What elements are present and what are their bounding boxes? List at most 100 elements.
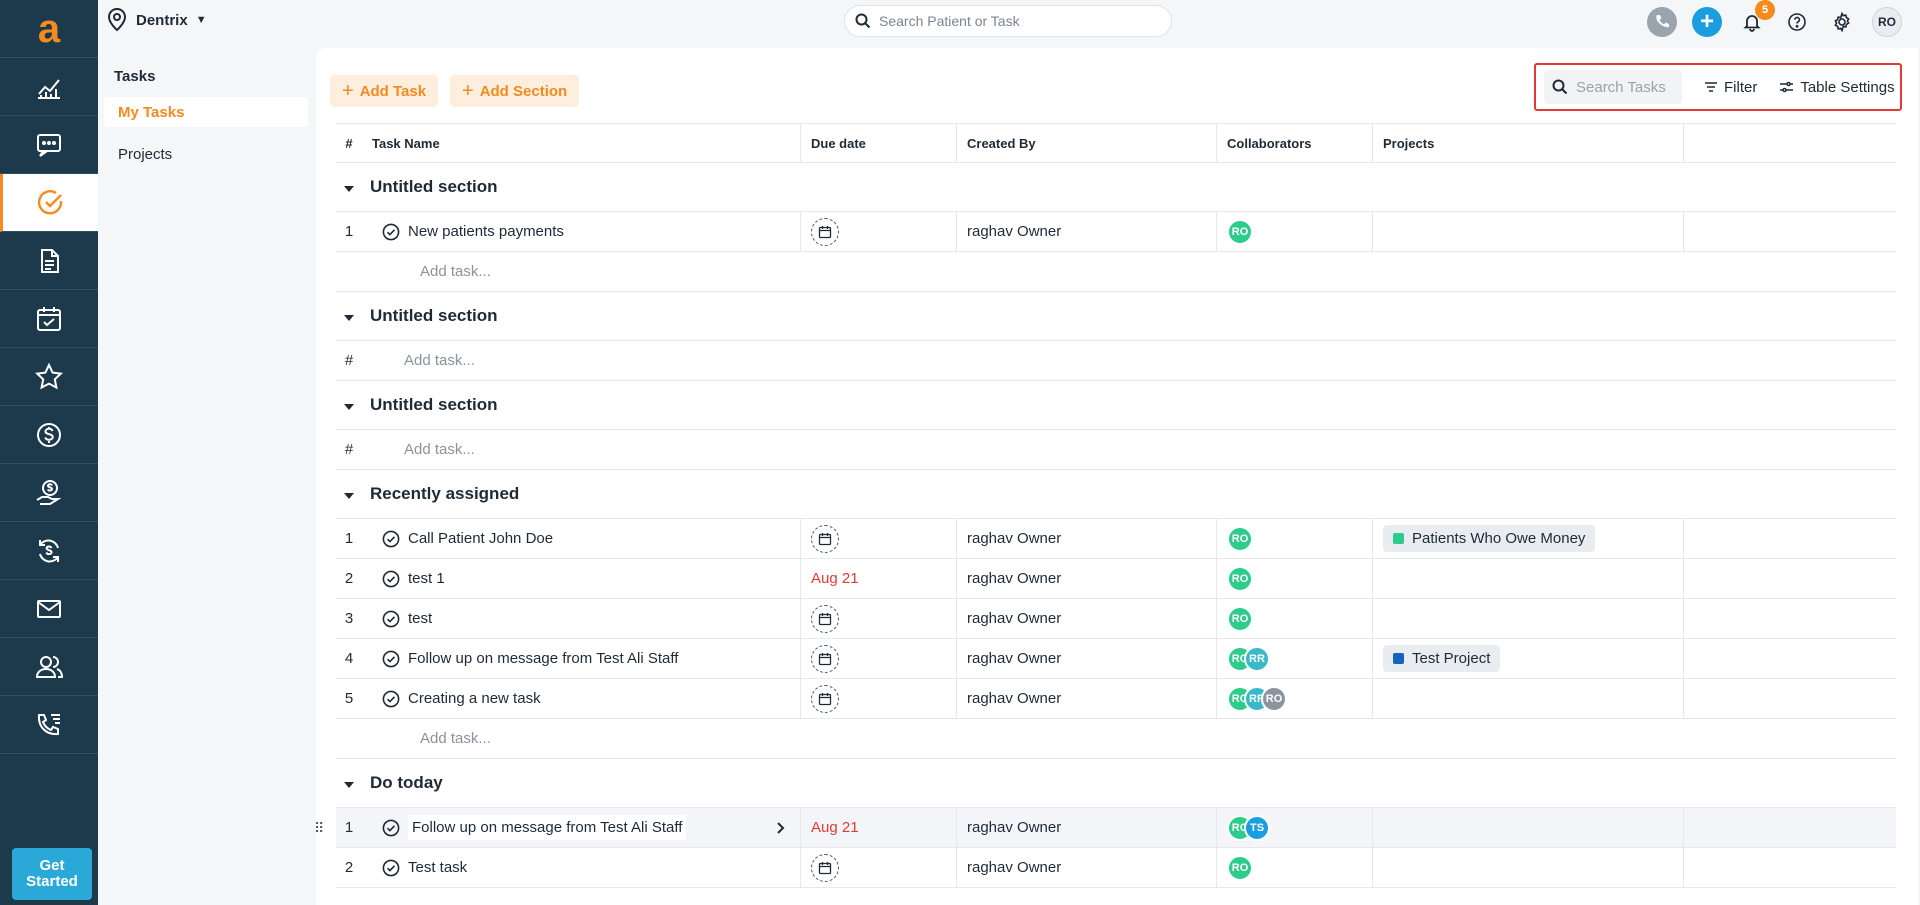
due-date-cell[interactable] <box>801 848 957 887</box>
create-button[interactable]: + <box>1692 7 1722 37</box>
drag-handle-icon[interactable]: ⠿ <box>314 820 325 836</box>
nav-analytics[interactable] <box>0 58 98 116</box>
section-header[interactable]: Untitled section <box>336 292 1896 341</box>
complete-check-icon[interactable] <box>382 610 400 628</box>
task-name-cell[interactable]: Follow up on message from Test Ali Staff <box>362 808 801 847</box>
get-started-button[interactable]: Get Started <box>12 848 92 900</box>
nav-patients[interactable] <box>0 638 98 696</box>
add-task-button[interactable]: + Add Task <box>330 75 439 107</box>
complete-check-icon[interactable] <box>382 650 400 668</box>
projects-cell[interactable]: Patients Who Owe Money <box>1373 519 1684 558</box>
task-name[interactable]: New patients payments <box>408 223 564 240</box>
complete-check-icon[interactable] <box>382 690 400 708</box>
task-name-cell[interactable]: Call Patient John Doe <box>362 519 801 558</box>
phone-button[interactable] <box>1647 7 1677 37</box>
global-search-input[interactable] <box>879 13 1149 29</box>
projects-cell[interactable]: Test Project <box>1373 639 1684 678</box>
col-name-header[interactable]: Task Name <box>362 124 801 162</box>
set-due-date-button[interactable] <box>811 524 839 553</box>
set-due-date-button[interactable] <box>811 217 839 246</box>
due-date-cell[interactable]: Aug 21 <box>801 808 957 847</box>
due-date-cell[interactable] <box>801 679 957 718</box>
section-toggle[interactable]: Untitled section <box>336 395 498 415</box>
collaborators-cell[interactable]: RO <box>1217 519 1373 558</box>
projects-cell[interactable] <box>1373 679 1684 718</box>
task-name-cell[interactable]: test <box>362 599 801 638</box>
add-task-inline[interactable]: Add task... <box>420 263 491 280</box>
collaborator-avatar[interactable]: RO <box>1227 565 1253 592</box>
settings-button[interactable] <box>1827 7 1857 37</box>
add-task-inline[interactable]: Add task... <box>404 441 475 458</box>
section-header[interactable]: Untitled section <box>336 163 1896 212</box>
task-name-cell[interactable]: test 1 <box>362 559 801 598</box>
task-name-cell[interactable]: Follow up on message from Test Ali Staff <box>362 639 801 678</box>
user-avatar[interactable]: RO <box>1872 7 1902 37</box>
task-name-cell[interactable]: Test task <box>362 848 801 887</box>
table-row[interactable]: 5 Creating a new task raghav Owner RO RR RO <box>336 679 1896 719</box>
chevron-right-icon[interactable] <box>776 821 786 835</box>
section-header[interactable]: Untitled section <box>336 381 1896 430</box>
add-task-inline[interactable]: Add task... <box>404 352 475 369</box>
due-date[interactable]: Aug 21 <box>811 819 859 836</box>
due-date-cell[interactable] <box>801 639 957 678</box>
task-name-cell[interactable]: New patients payments <box>362 212 801 251</box>
table-row[interactable]: 3 test raghav Owner RO <box>336 599 1896 639</box>
section-toggle[interactable]: Do today <box>336 773 443 793</box>
collaborators-cell[interactable]: RO RR RO <box>1217 679 1373 718</box>
section-toggle[interactable]: Untitled section <box>336 306 498 326</box>
subnav-item-my-tasks[interactable]: My Tasks <box>104 97 308 127</box>
nav-financing[interactable] <box>0 464 98 522</box>
table-row[interactable]: ⠿ 1 Follow up on message from Test Ali Sta… <box>314 808 1896 848</box>
help-button[interactable] <box>1782 7 1812 37</box>
location-selector[interactable]: Dentrix ▼ <box>106 8 207 32</box>
add-task-row[interactable]: # Add task... <box>336 430 1896 470</box>
task-search[interactable] <box>1544 70 1682 104</box>
col-collab-header[interactable]: Collaborators <box>1217 124 1373 162</box>
nav-chat[interactable] <box>0 116 98 174</box>
notifications-button[interactable]: 5 <box>1737 0 1775 37</box>
task-name[interactable]: Follow up on message from Test Ali Staff <box>408 815 687 840</box>
complete-check-icon[interactable] <box>382 530 400 548</box>
project-chip[interactable]: Patients Who Owe Money <box>1383 525 1596 552</box>
app-logo[interactable]: a <box>0 0 98 58</box>
table-row[interactable]: 1 Call Patient John Doe raghav Owner RO Pati… <box>336 519 1896 559</box>
add-task-inline[interactable]: Add task... <box>420 730 491 747</box>
due-date-cell[interactable]: Aug 21 <box>801 559 957 598</box>
section-toggle[interactable]: Untitled section <box>336 177 498 197</box>
projects-cell[interactable] <box>1373 808 1684 847</box>
nav-call-log[interactable] <box>0 696 98 754</box>
collaborators-cell[interactable]: RO <box>1217 559 1373 598</box>
due-date-cell[interactable] <box>801 212 957 251</box>
set-due-date-button[interactable] <box>811 684 839 713</box>
section-header[interactable]: Recently assigned <box>336 470 1896 519</box>
nav-documents[interactable] <box>0 232 98 290</box>
complete-check-icon[interactable] <box>382 223 400 241</box>
section-header[interactable]: Do today <box>336 759 1896 808</box>
set-due-date-button[interactable] <box>811 604 839 633</box>
collaborators-cell[interactable]: RO TS <box>1217 808 1373 847</box>
col-projects-header[interactable]: Projects <box>1373 124 1684 162</box>
nav-tasks[interactable] <box>0 174 98 232</box>
section-toggle[interactable]: Recently assigned <box>336 484 519 504</box>
collaborator-avatar[interactable]: TS <box>1244 814 1270 841</box>
task-name[interactable]: Test task <box>408 859 468 876</box>
subnav-item-projects[interactable]: Projects <box>118 145 173 163</box>
table-row[interactable]: 2 test 1 Aug 21 raghav Owner RO <box>336 559 1896 599</box>
add-task-row[interactable]: Add task... <box>336 719 1896 759</box>
collaborators-cell[interactable]: RO <box>1217 212 1373 251</box>
add-task-row[interactable]: # Add task... <box>336 341 1896 381</box>
projects-cell[interactable] <box>1373 212 1684 251</box>
global-search[interactable] <box>844 5 1172 37</box>
col-due-header[interactable]: Due date <box>801 124 957 162</box>
complete-check-icon[interactable] <box>382 819 400 837</box>
complete-check-icon[interactable] <box>382 570 400 588</box>
collaborator-avatar[interactable]: RO <box>1261 685 1287 712</box>
collaborator-avatar[interactable]: RO <box>1227 854 1253 881</box>
table-row[interactable]: 2 Test task raghav Owner RO <box>336 848 1896 888</box>
filter-button[interactable]: Filter <box>1704 79 1757 96</box>
task-name[interactable]: test <box>408 610 433 627</box>
task-name[interactable]: Creating a new task <box>408 690 541 707</box>
nav-mail[interactable] <box>0 580 98 638</box>
col-created-header[interactable]: Created By <box>957 124 1217 162</box>
collaborators-cell[interactable]: RO <box>1217 599 1373 638</box>
